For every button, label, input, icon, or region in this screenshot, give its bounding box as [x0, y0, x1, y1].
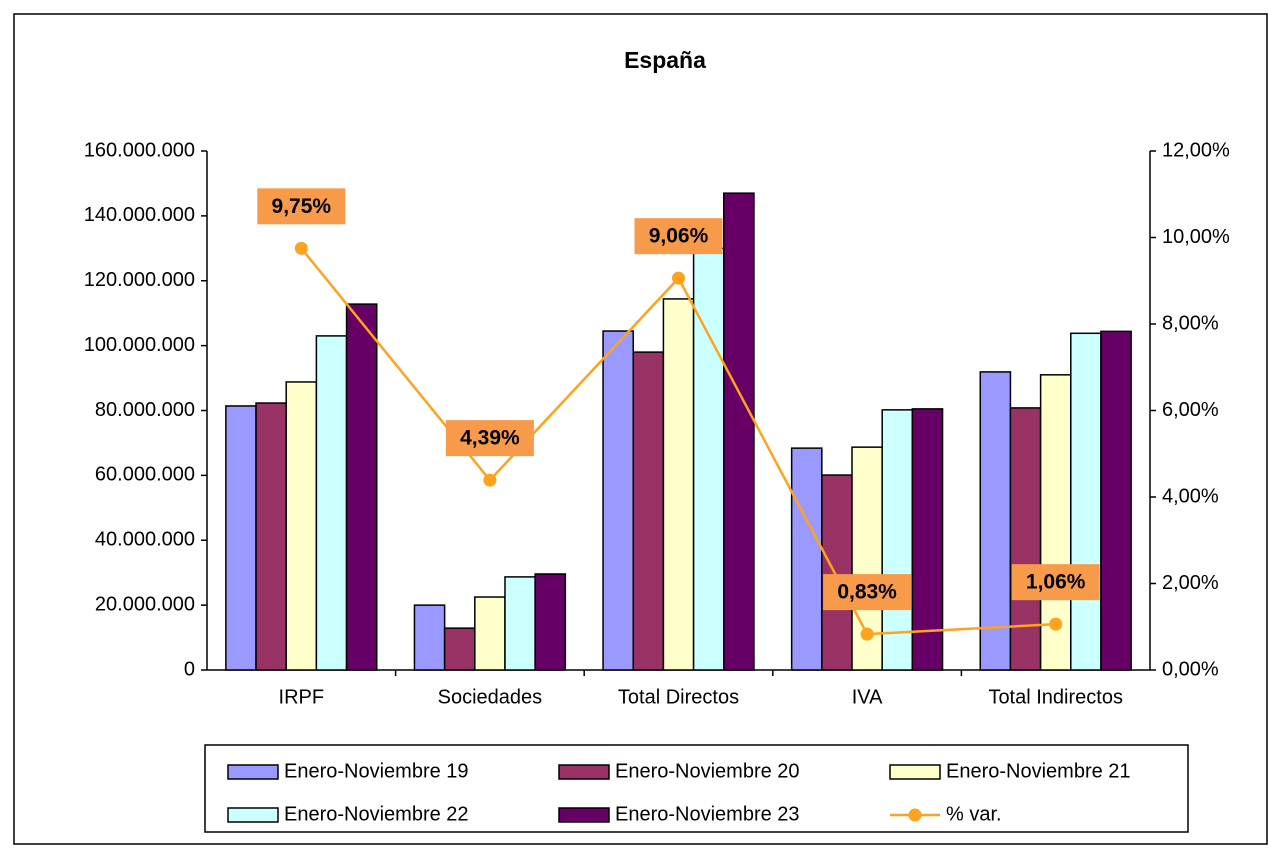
y-tick-label: 80.000.000 [95, 399, 195, 421]
bar [255, 402, 287, 671]
bar [315, 335, 348, 671]
legend-label: % var. [946, 803, 1002, 825]
y2-tick-label: 2,00% [1162, 572, 1219, 594]
data-label: 9,75% [272, 195, 332, 218]
bar [1100, 330, 1132, 671]
legend-label: Enero-Noviembre 19 [284, 760, 469, 782]
data-label-box [445, 420, 534, 457]
y-tick-label: 20.000.000 [95, 593, 195, 615]
x-tick-label: Sociedades [438, 686, 543, 708]
x-tick-label: Total Directos [618, 686, 739, 708]
bar [662, 298, 695, 671]
bar [881, 409, 914, 671]
legend-swatch [558, 764, 610, 780]
y-tick-label: 120.000.000 [84, 269, 195, 291]
data-label-box [634, 218, 723, 255]
legend-label: Enero-Noviembre 23 [615, 803, 800, 825]
y2-tick-label: 6,00% [1162, 399, 1219, 421]
legend-label: Enero-Noviembre 20 [615, 760, 800, 782]
y-tick-label: 40.000.000 [95, 529, 195, 551]
x-tick-label: IVA [852, 686, 883, 708]
bar [534, 573, 567, 671]
y-tick-label: 140.000.000 [84, 204, 195, 226]
legend-marker [908, 808, 922, 822]
y-tick-label: 0 [184, 658, 195, 680]
y-tick-label: 100.000.000 [84, 334, 195, 356]
bar [979, 371, 1012, 671]
legend-label: Enero-Noviembre 22 [284, 803, 469, 825]
bar [413, 604, 446, 671]
legend-swatch [558, 807, 610, 823]
line-point [672, 271, 685, 285]
bar [443, 627, 476, 671]
y2-tick-label: 12,00% [1162, 139, 1230, 161]
bar [790, 447, 823, 671]
bar [1009, 407, 1042, 671]
y-tick-label: 160.000.000 [84, 139, 195, 161]
data-label: 4,39% [460, 427, 520, 450]
legend-swatch [227, 807, 279, 823]
x-tick-label: IRPF [279, 686, 325, 708]
data-label: 0,83% [837, 581, 897, 604]
bar [821, 474, 853, 671]
bar [632, 351, 665, 671]
line-point [483, 473, 497, 487]
y2-tick-label: 10,00% [1162, 226, 1230, 248]
bar [285, 381, 318, 671]
data-label-box [257, 188, 346, 225]
legend-box [204, 744, 1189, 833]
line-point [294, 241, 308, 255]
data-label-box [1011, 564, 1100, 601]
legend-swatch [889, 764, 941, 780]
bar [225, 405, 257, 671]
data-label: 1,06% [1026, 571, 1086, 594]
legend-label: Enero-Noviembre 21 [946, 760, 1131, 782]
bar [345, 303, 378, 671]
legend-swatch [227, 764, 279, 780]
chart-title: España [624, 47, 706, 73]
line-point [860, 627, 874, 641]
bar [692, 247, 725, 671]
x-tick-label: Total Indirectos [988, 686, 1123, 708]
y2-tick-label: 0,00% [1162, 658, 1219, 680]
bar [1070, 332, 1102, 671]
data-label-box [823, 574, 912, 611]
bar [602, 330, 634, 671]
line-point [1049, 617, 1063, 631]
bar [911, 408, 944, 671]
data-label: 9,06% [649, 225, 709, 248]
bar [504, 576, 536, 671]
bar [723, 192, 755, 671]
y2-tick-label: 8,00% [1162, 312, 1219, 334]
y-tick-label: 60.000.000 [95, 464, 195, 486]
y2-tick-label: 4,00% [1162, 485, 1219, 507]
bar [474, 596, 506, 671]
